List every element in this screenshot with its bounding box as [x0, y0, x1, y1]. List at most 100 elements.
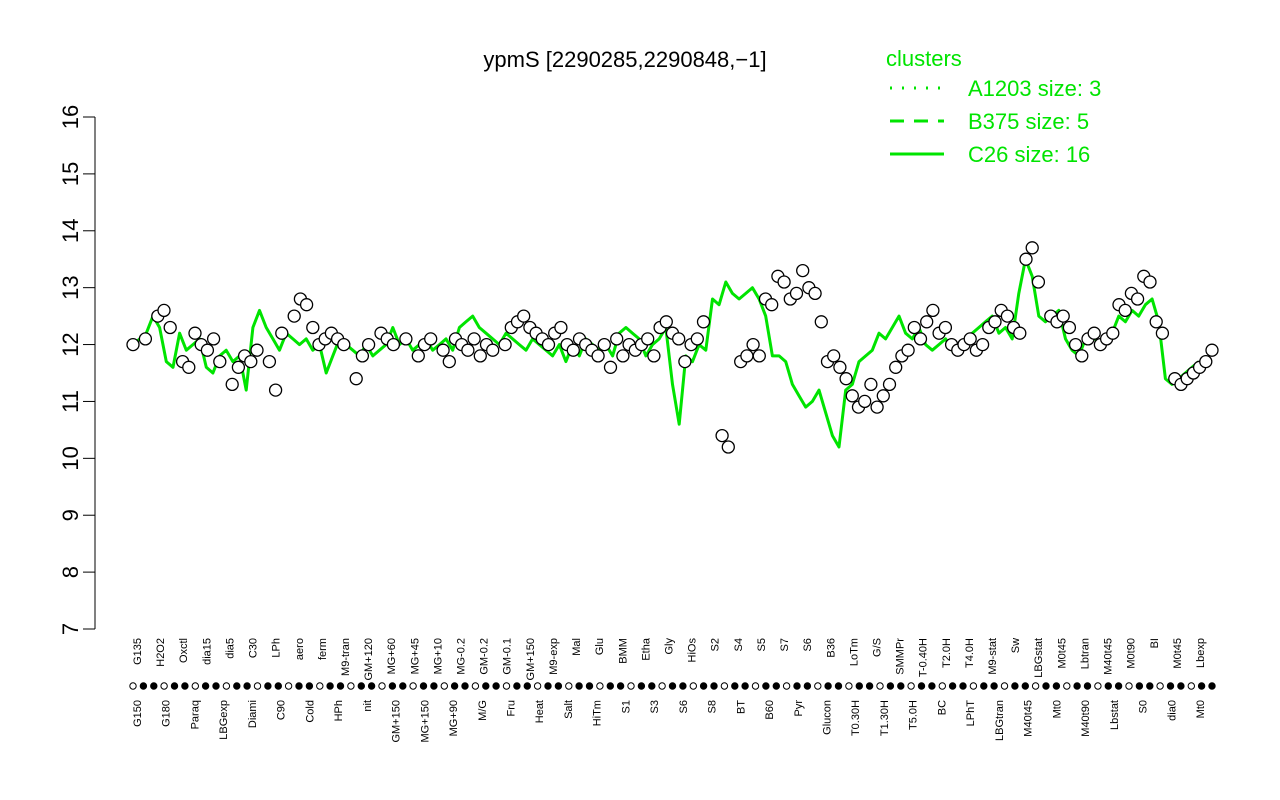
data-point: [436, 343, 450, 357]
x-category-label: G/S: [872, 638, 884, 657]
x-category-label: Lbtran: [1080, 638, 1092, 669]
data-point: [244, 354, 258, 369]
data-point: [814, 315, 828, 329]
x-rug-mark: [1011, 682, 1019, 690]
x-rug-mark: [253, 682, 262, 690]
x-rug-mark: [575, 682, 583, 690]
x-category-label: Heat: [534, 700, 546, 723]
legend-entry-label: B375 size: 5: [968, 109, 1089, 134]
x-rug-mark: [1094, 682, 1102, 690]
data-point: [355, 349, 370, 363]
x-rug-mark: [1114, 682, 1123, 690]
y-tick-label: 15: [58, 162, 83, 186]
x-rug-mark: [409, 682, 417, 690]
x-axis: G135 H2O2 Oxctl dia15 dia5 C30 LPh aero ferm M9-t…: [129, 637, 1216, 743]
x-rug-mark: [616, 682, 625, 690]
x-rug-mark: [845, 682, 853, 690]
x-category-label: BC: [936, 700, 948, 715]
x-rug-mark: [399, 682, 407, 690]
data-point: [1031, 275, 1046, 289]
x-rug-mark: [772, 682, 780, 690]
data-point: [163, 320, 177, 335]
x-category-label: Lbstat: [1109, 700, 1121, 730]
y-tick-label: 9: [58, 509, 83, 521]
x-rug-mark: [160, 682, 168, 690]
chart-title: ypmS [2290285,2290848,−1]: [483, 47, 766, 72]
x-category-label: M40t45: [1103, 638, 1115, 675]
x-rug-mark: [1104, 682, 1113, 690]
x-rug-mark: [699, 682, 708, 690]
x-rug-mark: [1166, 682, 1175, 690]
x-category-label: G135: [132, 638, 144, 665]
x-rug-mark: [533, 682, 542, 690]
x-category-label: S7: [779, 638, 791, 651]
x-rug-mark: [762, 682, 770, 690]
x-category-label: S1: [620, 700, 632, 713]
data-point: [721, 440, 735, 454]
x-category-label: MG+45: [409, 638, 421, 674]
x-category-label: M9-tran: [340, 638, 352, 676]
x-rug-mark: [1083, 682, 1092, 690]
data-point: [882, 377, 897, 392]
x-rug-mark: [139, 682, 148, 690]
x-rug-mark: [1042, 682, 1050, 690]
x-rug-mark: [170, 682, 179, 690]
x-category-label: MG+90: [448, 700, 460, 736]
x-category-label: SMMPr: [895, 638, 907, 675]
x-rug-mark: [440, 682, 448, 690]
x-category-label: ferm: [317, 638, 329, 660]
x-category-label: G180: [161, 700, 173, 727]
data-point: [126, 337, 140, 352]
data-point: [299, 298, 314, 312]
x-rug-mark: [1177, 682, 1185, 690]
x-category-label: Gly: [664, 638, 676, 655]
y-tick-label: 8: [58, 566, 83, 578]
x-rug-mark: [689, 682, 697, 690]
x-rug-mark: [544, 682, 552, 690]
x-category-label: M40t90: [1080, 700, 1092, 737]
data-point: [988, 315, 1002, 329]
x-rug-mark: [305, 682, 314, 690]
x-rug-mark: [751, 682, 760, 690]
x-rug-mark: [824, 682, 832, 690]
x-category-label: nit: [362, 700, 374, 712]
x-category-label: M/G: [477, 700, 489, 721]
data-point: [647, 349, 661, 363]
x-category-label: HPh: [333, 700, 345, 721]
data-point: [287, 309, 301, 323]
x-rug-mark: [430, 682, 438, 690]
data-point: [827, 349, 841, 363]
x-category-label: Etha: [640, 637, 652, 661]
x-category-label: Glu: [594, 638, 606, 655]
data-point: [1205, 343, 1219, 357]
data-point: [913, 332, 928, 346]
y-tick-label: 12: [58, 332, 83, 356]
data-point: [138, 332, 153, 346]
x-rug-mark: [347, 682, 355, 690]
data-point: [876, 389, 890, 403]
data-point: [442, 354, 456, 369]
x-rug-mark: [876, 682, 884, 690]
x-rug-mark: [482, 682, 490, 690]
data-point: [920, 315, 934, 329]
data-point: [597, 337, 611, 352]
x-category-label: Oxctl: [178, 638, 190, 663]
x-category-label: Pyr: [793, 700, 805, 717]
y-tick-label: 13: [58, 275, 83, 299]
data-point: [1143, 275, 1157, 289]
x-rug-mark: [1156, 682, 1164, 690]
data-point: [659, 315, 673, 329]
data-point: [715, 428, 729, 443]
legend: clusters A1203 size: 3 B375 size: 5 C26 si…: [886, 46, 1101, 167]
data-point: [1149, 315, 1163, 329]
x-category-label: MG+150: [419, 700, 431, 743]
data-point: [200, 343, 215, 357]
x-rug-mark: [710, 682, 718, 690]
data-point: [765, 298, 779, 312]
x-rug-mark: [513, 682, 521, 690]
y-tick-label: 16: [58, 105, 83, 129]
data-point: [672, 332, 686, 346]
x-category-label: H2O2: [155, 638, 167, 667]
x-category-label: S0: [1138, 700, 1150, 713]
x-category-label: S6: [802, 638, 814, 651]
